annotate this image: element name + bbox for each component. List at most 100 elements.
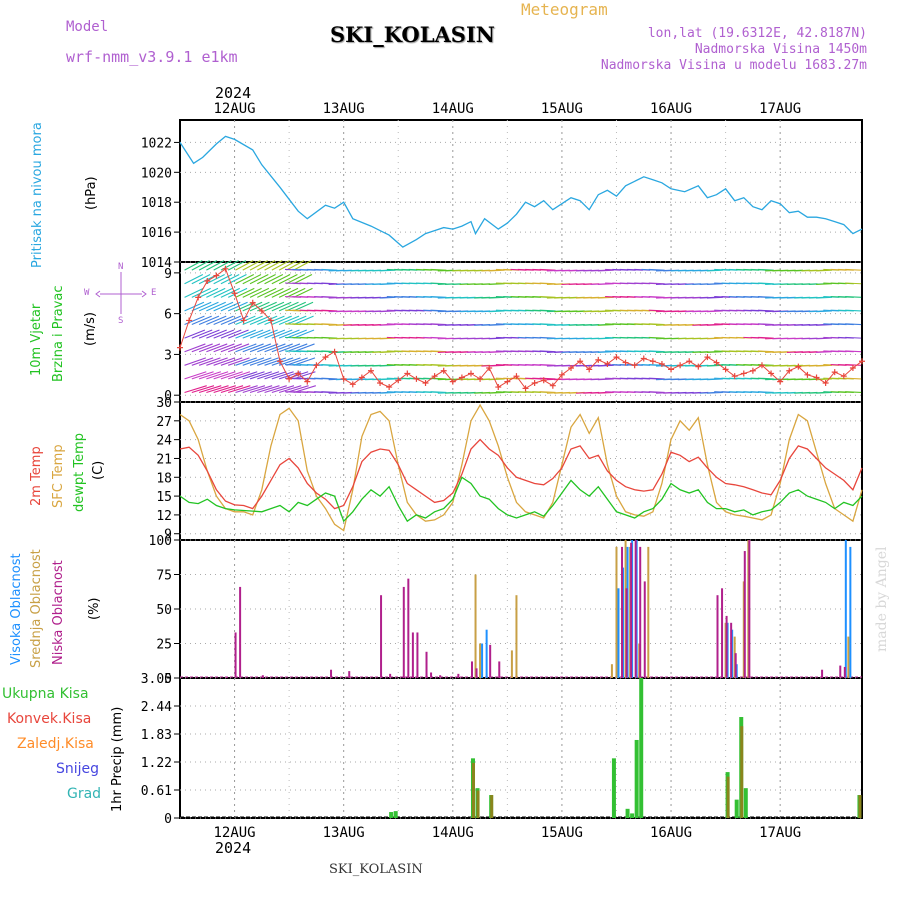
wind-arrow-933 — [845, 350, 862, 353]
mid-cloud-bar-0 — [474, 574, 477, 678]
high-cloud-bar-1 — [485, 629, 488, 678]
wind-speed-point-42 — [558, 371, 565, 378]
total-precip-bar-6 — [625, 808, 630, 818]
wind-arrow-121 — [271, 371, 294, 380]
wind-speed-point-26 — [413, 375, 420, 382]
t2m-line — [179, 438, 863, 510]
day-label-top-0: 12AUG — [213, 101, 255, 117]
wind-speed-point-10 — [267, 317, 274, 324]
ytick-label-0-2: 1018 — [141, 196, 172, 211]
wind-arrow-154 — [293, 329, 315, 339]
wind-speed-line — [179, 267, 863, 390]
wind-arrow-115 — [264, 315, 285, 326]
wind-arrow-91 — [249, 371, 272, 380]
wind-arrow-444 — [488, 337, 505, 340]
wind-speed-point-21 — [367, 367, 374, 374]
low-cloud-bar-3 — [261, 675, 264, 678]
wind-arrow-366 — [430, 309, 447, 312]
day-label-top-4: 16AUG — [650, 101, 692, 117]
wind-arrow-61 — [228, 371, 251, 380]
wind-speed-point-36 — [504, 378, 511, 385]
lonlat-label: lon,lat (19.6312E, 42.8187N) — [647, 26, 867, 41]
wind-arrow-898 — [816, 283, 833, 286]
wind-arrow-110 — [264, 385, 287, 394]
wind-arrow-137 — [278, 287, 299, 298]
wind-speed-point-70 — [813, 374, 820, 381]
wind-arrow-111 — [264, 371, 287, 380]
wind-arrow-95 — [249, 315, 271, 326]
wind-arrow-369 — [430, 268, 447, 271]
wind-speed-point-46 — [595, 356, 602, 363]
wind-arrow-21 — [198, 371, 222, 380]
wind-arrow-14 — [191, 329, 213, 339]
wind-arrow-362 — [430, 363, 447, 366]
wind-arrow-219 — [321, 268, 338, 271]
wind-arrow-155 — [293, 315, 314, 326]
wind-speed-point-13 — [295, 370, 302, 377]
wind-speed-point-6 — [231, 290, 238, 297]
wind-arrow-78 — [235, 274, 255, 285]
wind-arrow-135 — [278, 315, 300, 326]
wind-arrow-297 — [379, 296, 396, 299]
model-label: Model — [66, 19, 109, 35]
panel-frame-4 — [179, 677, 863, 819]
wind-speed-point-17 — [331, 348, 338, 355]
ytick-label-2-6: 27 — [156, 415, 172, 430]
wind-arrow-10 — [191, 385, 215, 394]
wind-speed-point-74 — [849, 365, 856, 372]
ytick-label-0-0: 1014 — [141, 256, 172, 271]
wind-arrow-360 — [430, 391, 447, 394]
wind-arrow-134 — [278, 329, 300, 339]
wind-arrow-71 — [235, 371, 258, 380]
wind-arrow-12 — [191, 357, 214, 366]
wind-arrow-86 — [242, 301, 263, 312]
mid-cloud-bar-1 — [479, 643, 482, 678]
wind-arrow-158 — [293, 274, 313, 285]
wind-arrow-296 — [379, 310, 396, 313]
wind-speed-point-40 — [540, 377, 547, 384]
wind-arrow-103 — [257, 343, 279, 353]
wind-arrow-57 — [220, 287, 241, 298]
wind-arrow-748 — [706, 283, 723, 286]
wind-arrow-69 — [227, 260, 247, 271]
wind-arrow-123 — [271, 343, 293, 353]
wind-arrow-66 — [227, 301, 248, 312]
wind-arrow-817 — [757, 296, 774, 298]
wind-arrow-212 — [321, 363, 338, 366]
wind-arrow-939 — [845, 268, 862, 271]
low-cloud-bar-32 — [748, 540, 751, 678]
wind-speed-point-53 — [658, 360, 665, 367]
wind-arrow-147 — [286, 287, 306, 298]
ytick-label-4-3: 1.83 — [141, 728, 172, 743]
wind-arrow-126 — [271, 301, 292, 312]
wind-arrow-743 — [706, 351, 723, 354]
wind-arrow-116 — [264, 301, 285, 312]
wind-arrow-519 — [539, 268, 556, 271]
wind-arrow-518 — [539, 282, 556, 285]
wind-arrow-894 — [816, 337, 833, 340]
low-cloud-bar-0 — [225, 676, 228, 678]
low-cloud-bar-6 — [380, 595, 383, 678]
wind-arrow-83 — [242, 343, 264, 353]
wind-arrow-514 — [539, 336, 556, 339]
precip-snow-label: Snijeg — [56, 761, 100, 777]
ytick-label-1-1: 3 — [164, 348, 172, 363]
wind-arrow-665 — [648, 323, 665, 326]
wind-speed-point-51 — [640, 355, 647, 362]
wind-arrow-22 — [198, 357, 221, 366]
wind-arrow-899 — [816, 269, 833, 272]
wind-speed-point-63 — [749, 367, 756, 374]
ytick-label-3-4: 100 — [149, 534, 172, 549]
ytick-label-0-4: 1022 — [141, 136, 172, 151]
wind-speed-point-11 — [277, 358, 284, 365]
total-precip-bar-0 — [389, 812, 394, 818]
wind-speed-point-54 — [668, 366, 675, 373]
ytick-label-0-3: 1020 — [141, 166, 172, 181]
total-precip-bar-1 — [393, 811, 398, 818]
wind-arrow-930 — [845, 391, 862, 394]
wind-speed-point-44 — [577, 358, 584, 365]
wind-arrow-92 — [249, 357, 272, 366]
wind-arrow-40 — [213, 385, 236, 394]
wind-arrow-24 — [198, 329, 220, 339]
wind-speed-point-43 — [568, 365, 575, 372]
